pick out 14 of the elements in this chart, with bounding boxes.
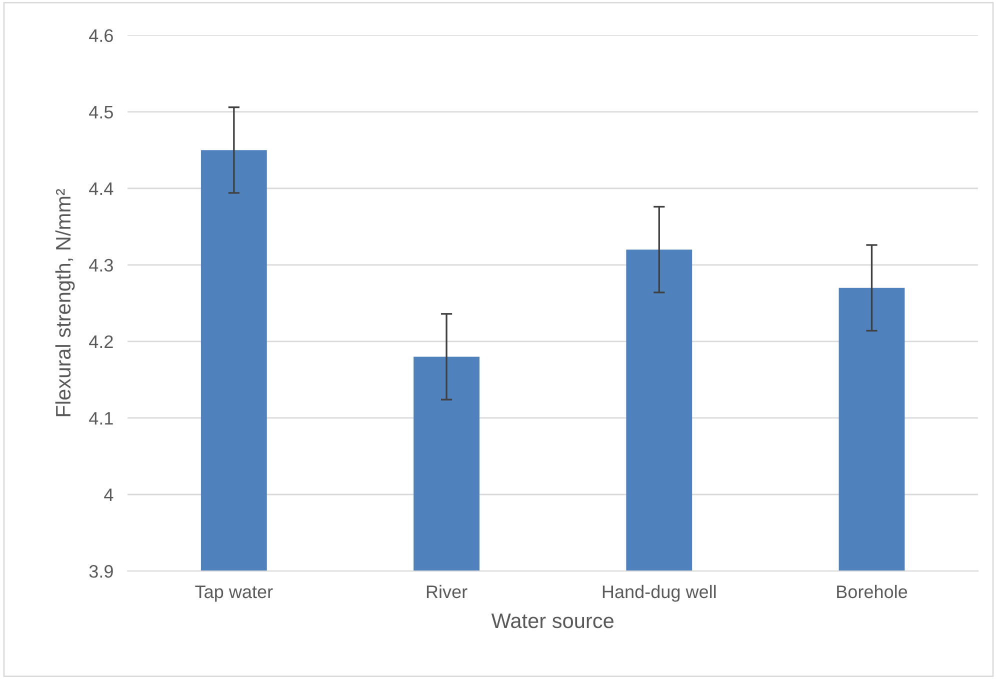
y-tick-label: 4.3 xyxy=(89,258,113,272)
x-tick-label: Borehole xyxy=(837,584,908,598)
y-tick-label: 4.4 xyxy=(89,182,114,195)
y-tick-label: 4.2 xyxy=(89,335,113,348)
x-tick-label: Tap water xyxy=(195,586,273,602)
x-tick-label: River xyxy=(426,584,468,598)
y-tick-label: 4.6 xyxy=(89,29,113,42)
y-axis-title: Flexural strength, N/mm² xyxy=(55,188,75,416)
y-tick-label: 4 xyxy=(104,488,114,502)
x-axis-title: Water source xyxy=(491,614,614,628)
y-tick-label: 4.5 xyxy=(89,106,113,119)
x-tick-label: Hand-dug well xyxy=(602,584,716,602)
y-tick-label: 3.9 xyxy=(89,564,113,578)
y-tick-label: 4.1 xyxy=(89,412,113,425)
